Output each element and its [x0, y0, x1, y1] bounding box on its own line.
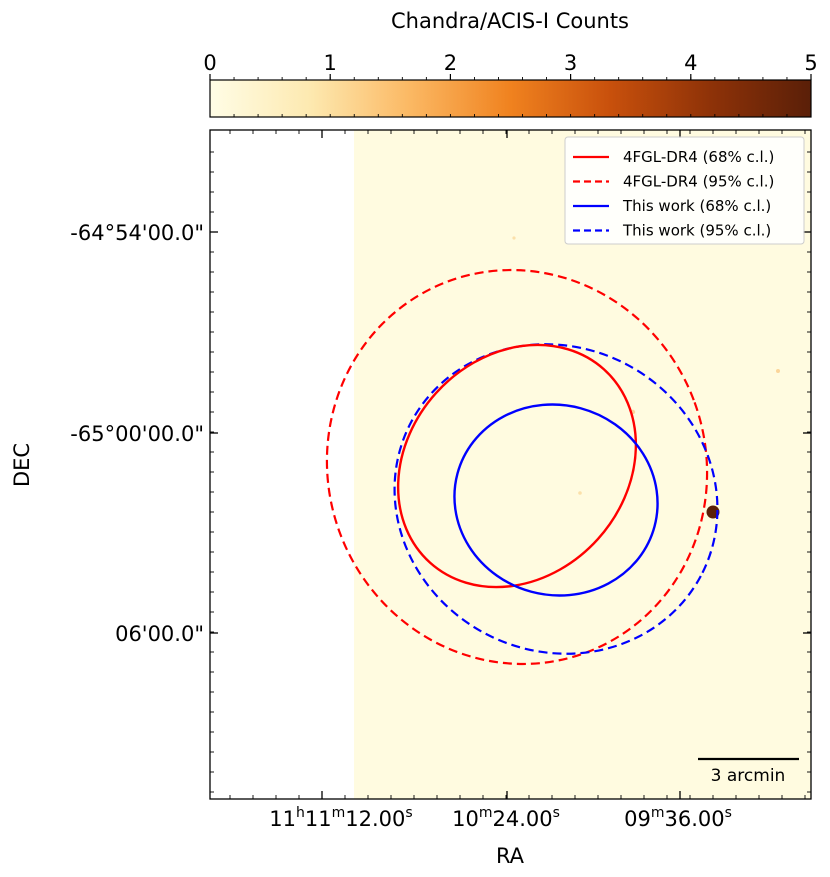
colorbar-tick-label: 4: [684, 51, 697, 75]
this-work-68-ellipse: [453, 403, 659, 597]
colorbar-tick-label: 1: [324, 51, 337, 75]
faint-source: [578, 491, 582, 495]
legend: 4FGL-DR4 (68% c.l.) 4FGL-DR4 (95% c.l.) Th…: [564, 136, 805, 245]
y-axis-label: DEC: [10, 443, 34, 487]
colorbar-tick-label: 5: [804, 51, 817, 75]
4fgl-dr4-95-ellipse: [325, 268, 709, 666]
faint-source: [512, 236, 516, 240]
4fgl-dr4-68-ellipse: [396, 343, 638, 589]
x-tick-label: 11h11m12.00s: [269, 805, 412, 831]
faint-source: [776, 369, 780, 373]
x-tick-label: 10m24.00s: [452, 805, 560, 831]
colorbar-tick-label: 2: [444, 51, 457, 75]
colorbar-tick-label: 0: [203, 51, 216, 75]
colorbar-label: Chandra/ACIS-I Counts: [391, 9, 629, 33]
plot-frame: [209, 129, 812, 800]
legend-label: 4FGL-DR4 (68% c.l.): [623, 148, 774, 166]
legend-label: This work (68% c.l.): [622, 197, 771, 215]
colorbar-tick-labels: 0 1 2 3 4 5: [203, 51, 817, 75]
x-tick-label: 09m36.00s: [624, 805, 732, 831]
colorbar-tick-label: 3: [564, 51, 577, 75]
scale-bar-label: 3 arcmin: [711, 766, 786, 786]
legend-label: This work (95% c.l.): [622, 222, 771, 240]
colorbar: [209, 79, 812, 118]
y-tick-label: -64°54'00.0": [70, 221, 204, 245]
x-axis-label: RA: [496, 844, 525, 868]
this-work-95-ellipse: [393, 343, 719, 655]
colorbar-ticks: [209, 74, 812, 117]
y-tick-label: -65°00'00.0": [70, 422, 204, 446]
y-tick-label: 06'00.0": [115, 622, 204, 646]
legend-box: [564, 136, 805, 245]
major-ticks: [210, 130, 811, 799]
legend-label: 4FGL-DR4 (95% c.l.): [623, 173, 774, 191]
